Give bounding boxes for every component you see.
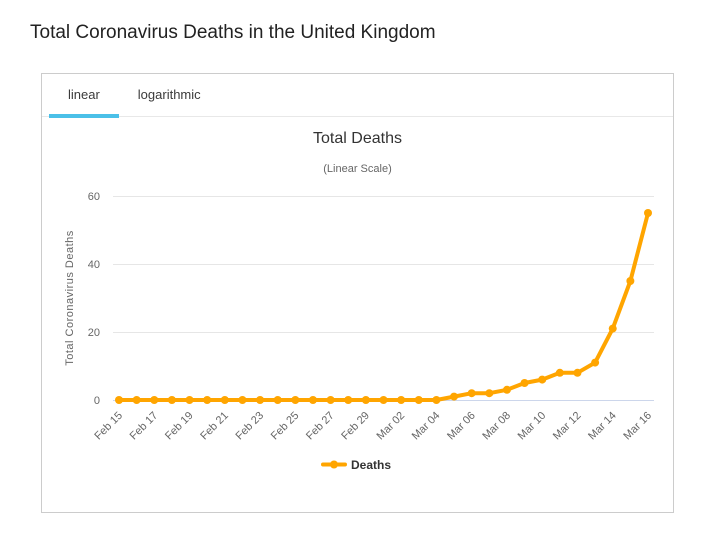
svg-text:20: 20 bbox=[88, 327, 100, 339]
tab-linear[interactable]: linear bbox=[49, 74, 119, 118]
tab-logarithmic[interactable]: logarithmic bbox=[119, 74, 220, 116]
legend-marker-dot bbox=[330, 460, 338, 469]
svg-text:40: 40 bbox=[88, 259, 100, 271]
svg-text:Mar 12: Mar 12 bbox=[551, 410, 584, 443]
svg-text:Feb 29: Feb 29 bbox=[339, 410, 372, 443]
deaths-series bbox=[115, 209, 652, 404]
y-axis-labels: 0 20 40 60 bbox=[88, 191, 100, 407]
legend-label: Deaths bbox=[351, 458, 391, 472]
gridlines bbox=[113, 196, 654, 401]
scale-tabbar: linear logarithmic bbox=[42, 74, 673, 118]
svg-text:Mar 02: Mar 02 bbox=[375, 410, 408, 443]
chart-subtitle: (Linear Scale) bbox=[323, 163, 392, 175]
tab-linear-label: linear bbox=[68, 87, 100, 102]
svg-text:Feb 27: Feb 27 bbox=[304, 410, 337, 443]
svg-text:Mar 14: Mar 14 bbox=[586, 410, 619, 443]
svg-text:Feb 19: Feb 19 bbox=[163, 410, 196, 443]
active-tab-underline bbox=[49, 114, 119, 118]
svg-text:Mar 04: Mar 04 bbox=[410, 410, 443, 443]
svg-text:Feb 21: Feb 21 bbox=[198, 410, 231, 443]
page-title: Total Coronavirus Deaths in the United K… bbox=[30, 22, 436, 43]
chart-panel: linear logarithmic Total Deaths (Linear … bbox=[41, 73, 674, 513]
svg-text:Mar 08: Mar 08 bbox=[480, 410, 513, 443]
svg-text:Feb 15: Feb 15 bbox=[92, 410, 125, 443]
y-axis-title: Total Coronavirus Deaths bbox=[64, 230, 76, 366]
svg-text:Mar 06: Mar 06 bbox=[445, 410, 478, 443]
svg-text:Mar 10: Mar 10 bbox=[516, 410, 549, 443]
x-axis-labels: Feb 15 Feb 17 Feb 19 Feb 21 Feb 23 Feb 25 Feb … bbox=[92, 410, 654, 443]
svg-text:Feb 25: Feb 25 bbox=[269, 410, 302, 443]
svg-text:Mar 16: Mar 16 bbox=[621, 410, 654, 443]
svg-text:60: 60 bbox=[88, 191, 100, 203]
svg-text:0: 0 bbox=[94, 395, 100, 407]
svg-text:Feb 23: Feb 23 bbox=[233, 410, 266, 443]
tab-logarithmic-label: logarithmic bbox=[137, 87, 201, 102]
legend-item-deaths[interactable]: Deaths bbox=[321, 458, 391, 472]
chart-title: Total Deaths bbox=[313, 130, 402, 147]
svg-text:Feb 17: Feb 17 bbox=[128, 410, 161, 443]
